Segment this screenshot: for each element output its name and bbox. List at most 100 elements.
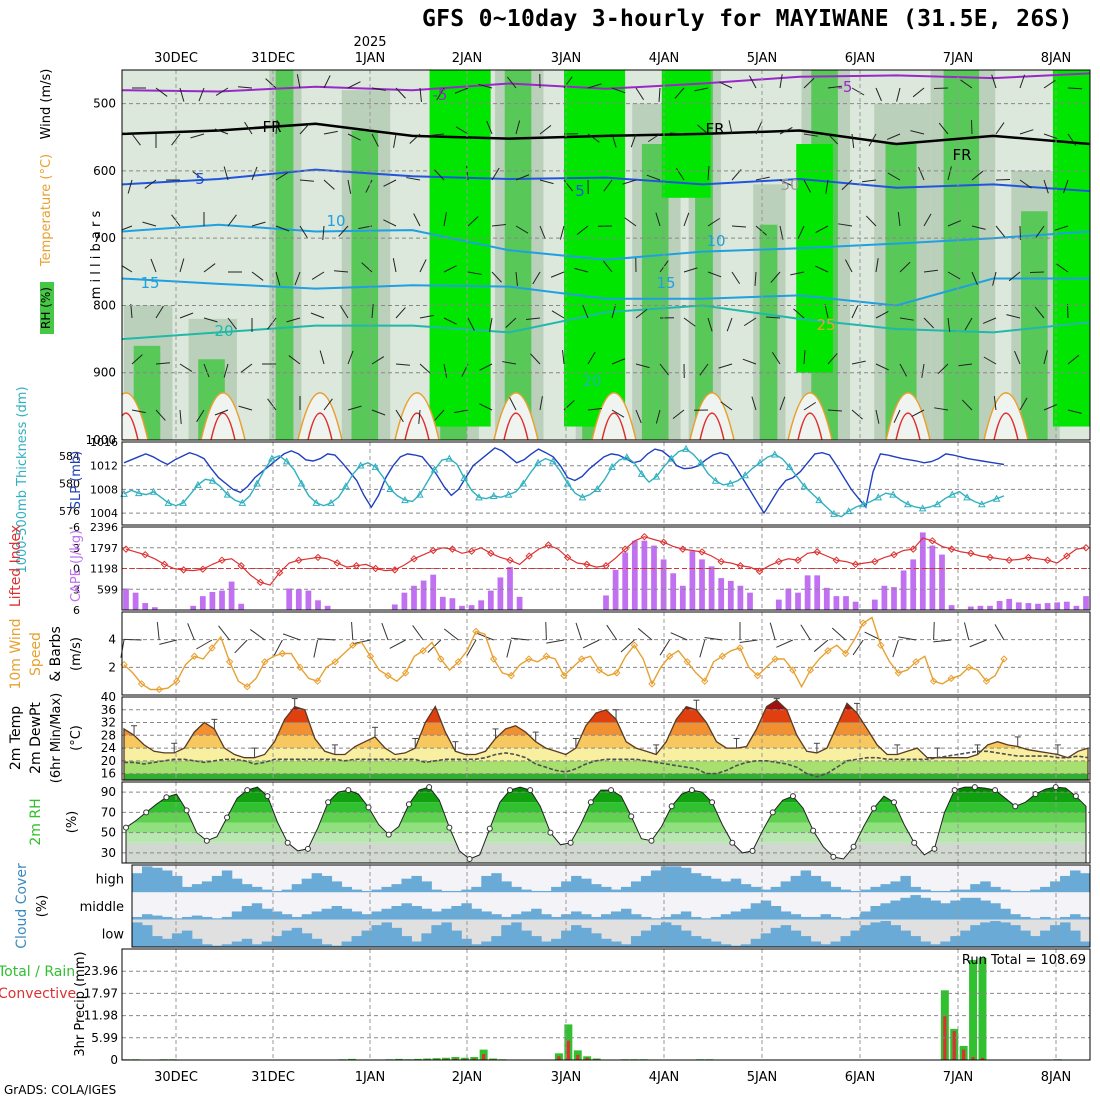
cloud-cover-bar xyxy=(391,884,402,893)
cloud-cover-bar xyxy=(890,900,901,920)
lifted-index-point xyxy=(218,556,226,564)
wind-barb xyxy=(896,87,901,102)
cape-bar xyxy=(631,540,638,610)
wind-speed-point xyxy=(507,671,515,680)
panel-frame xyxy=(121,69,1091,441)
cloud-cover-bar xyxy=(571,925,582,947)
wind-barb xyxy=(875,258,879,273)
cloud-cover-bar xyxy=(620,944,632,947)
cloud-cover-bar xyxy=(1060,922,1071,947)
wind-barb xyxy=(275,172,289,181)
lifted-index-point xyxy=(410,555,418,563)
thickness-point xyxy=(785,462,794,470)
cloud-cover-bar xyxy=(880,903,891,920)
surface-wind-barb xyxy=(606,624,618,641)
rh2m-point xyxy=(830,853,837,860)
wind-barb xyxy=(179,409,182,424)
wind-speed-point xyxy=(472,627,480,636)
temp-band xyxy=(124,773,1088,780)
cloud-cover-bar xyxy=(970,884,981,893)
wind-barb xyxy=(960,79,973,89)
cloud-cover-bar xyxy=(191,938,203,947)
wind-barb xyxy=(347,179,352,194)
cloud-cover-bar xyxy=(1010,925,1021,947)
wind-barb xyxy=(130,304,133,319)
cloud-cover-bar xyxy=(950,889,961,893)
surface-wind-barb xyxy=(776,639,794,648)
lifted-index-point xyxy=(371,564,380,573)
cloud-cover-bar xyxy=(840,936,851,947)
top-date-label: 1JAN xyxy=(355,51,386,66)
cape-bar xyxy=(699,559,705,610)
surface-wind-barb xyxy=(831,627,846,641)
lifted-index-point xyxy=(794,556,802,564)
thickness-point xyxy=(430,465,439,473)
wind-barb xyxy=(347,81,361,89)
thickness-point xyxy=(460,473,469,481)
li-axis-label: Lifted Index xyxy=(8,525,24,607)
cloud-cover-bar xyxy=(920,889,931,893)
cloud-cover-bar xyxy=(650,870,662,893)
wind-barb xyxy=(1008,271,1021,282)
thickness-point xyxy=(342,482,350,490)
temp-axis-label-1: 2m Temp xyxy=(8,706,24,770)
thickness-point xyxy=(963,493,971,501)
cloud-cover-bar xyxy=(491,873,502,893)
wind-barb xyxy=(502,361,517,365)
cloud-cover-bar xyxy=(371,925,382,947)
wind-barb xyxy=(718,363,733,369)
cloud-cover-bar xyxy=(1050,925,1061,947)
cape-bar xyxy=(737,585,744,610)
cape-bar xyxy=(727,580,734,610)
rh2m-point xyxy=(729,839,736,846)
cloud-cover-bar xyxy=(910,886,921,893)
rh2m-point xyxy=(304,845,311,852)
wind-barb xyxy=(479,363,493,371)
thickness-point xyxy=(312,498,321,506)
cloud-cover-bar xyxy=(431,889,442,893)
cape-bar xyxy=(468,605,475,610)
cape-bar xyxy=(747,592,753,610)
surface-wind-barb xyxy=(412,625,424,641)
cloud-cover-bar xyxy=(271,890,283,893)
temp-tick-label: 28 xyxy=(101,728,116,742)
thickness-point xyxy=(948,490,957,498)
wind-barb xyxy=(563,179,574,192)
lifted-index-point xyxy=(679,545,687,553)
wind-barb xyxy=(214,128,229,135)
wind-barb xyxy=(779,179,793,187)
wind-barb xyxy=(707,217,721,227)
cloud-cover-bar xyxy=(660,866,672,893)
thickness-point xyxy=(770,450,779,458)
contour-label: 20 xyxy=(582,372,601,390)
cloud-cover-bar xyxy=(541,941,552,947)
thickness-point xyxy=(578,493,587,501)
wind-barb xyxy=(886,133,901,140)
lifted-index-point xyxy=(890,550,898,559)
top-date-label: 30DEC xyxy=(154,51,198,66)
surface-wind-barb xyxy=(351,622,354,641)
rh2m-point xyxy=(183,807,190,814)
cloud-cover-bar xyxy=(301,933,313,947)
wind-speed-point xyxy=(525,655,533,663)
rh2m-point xyxy=(971,784,978,791)
wind-barb xyxy=(851,87,865,96)
cloud-cover-bar xyxy=(900,930,911,947)
cloud-cover-bar xyxy=(900,897,911,920)
wind-barb xyxy=(214,409,229,416)
cloud-cover-bar xyxy=(132,916,143,920)
cloud-cover-bar xyxy=(411,906,422,920)
cloud-cover-bar xyxy=(421,881,432,893)
cape-bar xyxy=(641,540,648,610)
thickness-point xyxy=(696,458,705,466)
cloud-cover-bar xyxy=(920,941,931,947)
cloud-cover-bar xyxy=(900,875,911,893)
wind-barb xyxy=(192,171,205,181)
surface-wind-barb xyxy=(739,639,758,644)
top-date-label: 5JAN xyxy=(747,51,778,66)
thickness-point xyxy=(519,479,528,487)
lifted-index-point xyxy=(755,567,764,575)
precip-convective-bar xyxy=(566,1040,570,1060)
surface-wind-barb xyxy=(313,639,319,658)
wind-barb xyxy=(155,305,164,319)
